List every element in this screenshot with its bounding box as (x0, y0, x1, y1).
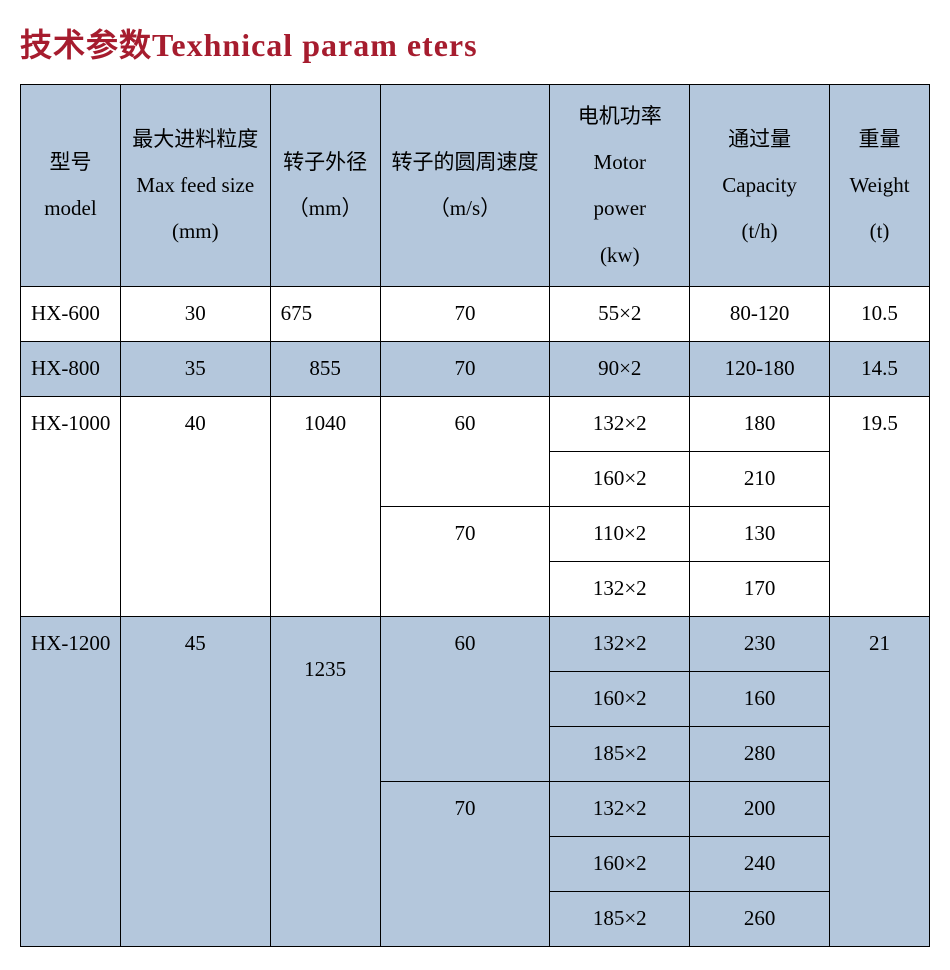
table-row: HX-1200 45 1235 60 132×2 230 21 (21, 616, 930, 671)
cell-speed: 70 (380, 341, 550, 396)
cell-speed: 60 (380, 616, 550, 781)
cell-speed: 70 (380, 506, 550, 616)
col-weight: 重量Weight(t) (830, 85, 930, 287)
cell-power: 110×2 (550, 506, 690, 561)
cell-cap: 210 (690, 451, 830, 506)
cell-wt: 14.5 (830, 341, 930, 396)
cell-cap: 260 (690, 891, 830, 946)
cell-power: 132×2 (550, 616, 690, 671)
cell-cap: 120-180 (690, 341, 830, 396)
cell-power: 160×2 (550, 836, 690, 891)
col-speed: 转子的圆周速度（m/s） (380, 85, 550, 287)
cell-feed: 35 (120, 341, 270, 396)
cell-model: HX-800 (21, 341, 121, 396)
cell-wt: 21 (830, 616, 930, 946)
col-capacity: 通过量Capacity(t/h) (690, 85, 830, 287)
cell-power: 90×2 (550, 341, 690, 396)
cell-model: HX-1200 (21, 616, 121, 946)
cell-power: 55×2 (550, 286, 690, 341)
cell-feed: 40 (120, 396, 270, 616)
cell-power: 185×2 (550, 726, 690, 781)
cell-power: 132×2 (550, 781, 690, 836)
cell-wt: 10.5 (830, 286, 930, 341)
cell-speed: 70 (380, 781, 550, 946)
cell-power: 160×2 (550, 671, 690, 726)
table-row: HX-1000 40 1040 60 132×2 180 19.5 (21, 396, 930, 451)
cell-model: HX-600 (21, 286, 121, 341)
cell-speed: 70 (380, 286, 550, 341)
cell-model: HX-1000 (21, 396, 121, 616)
table-row: HX-600 30 675 70 55×2 80-120 10.5 (21, 286, 930, 341)
cell-wt: 19.5 (830, 396, 930, 616)
cell-cap: 200 (690, 781, 830, 836)
spec-table: 型号model 最大进料粒度Max feed size(mm) 转子外径（mm）… (20, 84, 930, 947)
cell-cap: 80-120 (690, 286, 830, 341)
cell-power: 132×2 (550, 561, 690, 616)
cell-rotor: 1040 (270, 396, 380, 616)
cell-rotor: 675 (270, 286, 380, 341)
col-rotor: 转子外径（mm） (270, 85, 380, 287)
page-title: 技术参数Texhnical param eters (20, 20, 930, 66)
cell-cap: 180 (690, 396, 830, 451)
cell-cap: 160 (690, 671, 830, 726)
cell-rotor: 1235 (270, 616, 380, 946)
cell-power: 132×2 (550, 396, 690, 451)
cell-feed: 45 (120, 616, 270, 946)
cell-cap: 130 (690, 506, 830, 561)
cell-feed: 30 (120, 286, 270, 341)
col-feed: 最大进料粒度Max feed size(mm) (120, 85, 270, 287)
cell-cap: 280 (690, 726, 830, 781)
col-model: 型号model (21, 85, 121, 287)
cell-cap: 240 (690, 836, 830, 891)
col-power: 电机功率Motorpower(kw) (550, 85, 690, 287)
cell-power: 185×2 (550, 891, 690, 946)
cell-power: 160×2 (550, 451, 690, 506)
cell-cap: 170 (690, 561, 830, 616)
cell-rotor: 855 (270, 341, 380, 396)
cell-cap: 230 (690, 616, 830, 671)
table-row: HX-800 35 855 70 90×2 120-180 14.5 (21, 341, 930, 396)
table-header-row: 型号model 最大进料粒度Max feed size(mm) 转子外径（mm）… (21, 85, 930, 287)
cell-speed: 60 (380, 396, 550, 506)
